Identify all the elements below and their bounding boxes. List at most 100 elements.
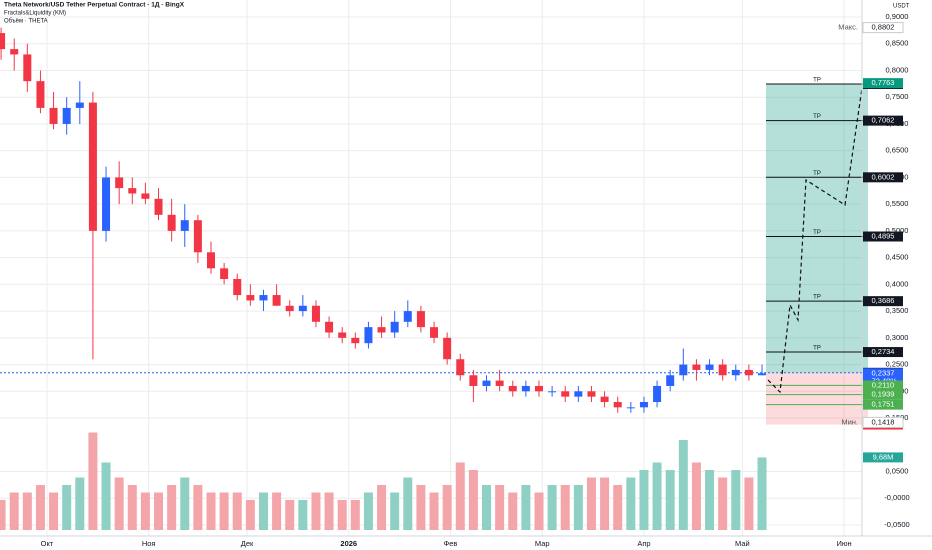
candle-body bbox=[23, 54, 32, 82]
volume-name: Объём · THETA bbox=[4, 19, 48, 25]
candle-body bbox=[600, 396, 609, 402]
tp-price-label-bg bbox=[863, 115, 903, 126]
candle-body bbox=[574, 391, 583, 397]
y-tick-label: 0,2500 bbox=[886, 360, 909, 369]
tp-price-label-bg bbox=[863, 231, 903, 242]
y-tick-label: -0,0500 bbox=[884, 520, 909, 529]
price-tag: Мин. bbox=[841, 417, 858, 426]
candle-body bbox=[298, 305, 307, 312]
y-tick-label: 0,6500 bbox=[886, 146, 909, 155]
volume-bar bbox=[140, 492, 150, 530]
volume-bar bbox=[193, 485, 203, 530]
price-label-bg bbox=[863, 389, 903, 400]
volume-bar bbox=[285, 500, 295, 530]
volume-bar bbox=[35, 485, 45, 530]
price-label-bg bbox=[863, 78, 903, 89]
volume-bar bbox=[258, 492, 268, 530]
volume-bar bbox=[9, 492, 19, 530]
candle-body bbox=[521, 385, 530, 392]
tp-price-label-bg bbox=[863, 347, 903, 358]
volume-bar bbox=[757, 457, 767, 530]
price-label: 0,1418 bbox=[872, 417, 895, 426]
candle-body bbox=[679, 364, 688, 376]
y-tick-label: 0,8000 bbox=[886, 65, 909, 74]
volume-bar bbox=[167, 485, 177, 530]
x-tick-label: Дек bbox=[241, 539, 254, 548]
tp-label: TP bbox=[813, 78, 821, 84]
volume-bar bbox=[678, 440, 688, 530]
volume-bar bbox=[324, 492, 334, 530]
candle-body bbox=[154, 198, 163, 215]
x-tick-label: Фев bbox=[444, 539, 458, 548]
candle-body bbox=[430, 327, 439, 338]
volume-bar bbox=[665, 470, 675, 530]
candle-body bbox=[338, 332, 347, 338]
volume-bar bbox=[600, 477, 610, 530]
volume-bar bbox=[455, 462, 465, 530]
y-tick-label: 0,8500 bbox=[886, 39, 909, 48]
x-tick-label: 2026 bbox=[340, 539, 357, 548]
volume-bar bbox=[180, 477, 190, 530]
candle-body bbox=[10, 49, 19, 55]
volume-bar bbox=[298, 500, 308, 530]
volume-bar bbox=[62, 485, 72, 530]
candle-body bbox=[534, 385, 543, 392]
volume-bar bbox=[0, 500, 6, 530]
candle-body bbox=[141, 193, 150, 199]
volume-bar bbox=[560, 485, 570, 530]
candle-body bbox=[351, 337, 360, 344]
candle-body bbox=[180, 220, 189, 231]
volume-value-label: 9,68M bbox=[873, 452, 894, 461]
volume-bar bbox=[350, 500, 360, 530]
y-tick-label: 0,4000 bbox=[886, 279, 909, 288]
candle-body bbox=[482, 380, 491, 386]
candle-body bbox=[62, 107, 71, 124]
candle-body bbox=[115, 177, 124, 189]
candle-body bbox=[325, 321, 334, 333]
candle-body bbox=[259, 295, 268, 301]
candle-body bbox=[0, 33, 6, 50]
y-tick-label: 0,0500 bbox=[886, 466, 909, 475]
volume-bar bbox=[22, 492, 32, 530]
candle-body bbox=[718, 364, 727, 376]
price-label: 0,2110 bbox=[872, 380, 894, 389]
candle-body bbox=[49, 107, 58, 124]
x-tick-label: Июн bbox=[836, 539, 851, 548]
y-tick-label: 0,3500 bbox=[886, 306, 909, 315]
candle-body bbox=[272, 295, 281, 306]
volume-bar bbox=[495, 485, 505, 530]
candle-body bbox=[36, 81, 45, 108]
price-label: 0,8802 bbox=[872, 23, 895, 32]
candle-body bbox=[705, 364, 714, 370]
volume-bar bbox=[272, 492, 282, 530]
candle-body bbox=[102, 177, 111, 231]
candle-body bbox=[285, 305, 294, 312]
y-tick-label: -0,0000 bbox=[884, 493, 909, 502]
volume-bar bbox=[586, 477, 596, 530]
tp-label: TP bbox=[813, 295, 821, 301]
volume-bar bbox=[639, 470, 649, 530]
price-label-bg bbox=[863, 380, 903, 391]
volume-bar bbox=[88, 432, 98, 530]
candle-body bbox=[246, 295, 255, 301]
candle-body bbox=[416, 311, 425, 328]
x-tick-label: Мар bbox=[535, 539, 550, 548]
candle-body bbox=[666, 375, 675, 386]
volume-bar bbox=[744, 477, 754, 530]
tp-price-label: 0,7062 bbox=[872, 116, 895, 125]
volume-bar bbox=[718, 477, 728, 530]
volume-bar bbox=[731, 470, 741, 530]
candle-body bbox=[193, 220, 202, 253]
price-label: 0,1939 bbox=[872, 390, 895, 399]
volume-bar bbox=[547, 485, 557, 530]
y-tick-label: 0,5000 bbox=[886, 226, 909, 235]
volume-bar bbox=[219, 492, 229, 530]
volume-bar bbox=[626, 477, 636, 530]
candle-body bbox=[128, 188, 137, 194]
tp-label: TP bbox=[813, 346, 821, 352]
candle-body bbox=[220, 268, 229, 280]
volume-bar bbox=[652, 462, 662, 530]
tp-label: TP bbox=[813, 114, 821, 120]
price-label-bg bbox=[862, 22, 904, 34]
